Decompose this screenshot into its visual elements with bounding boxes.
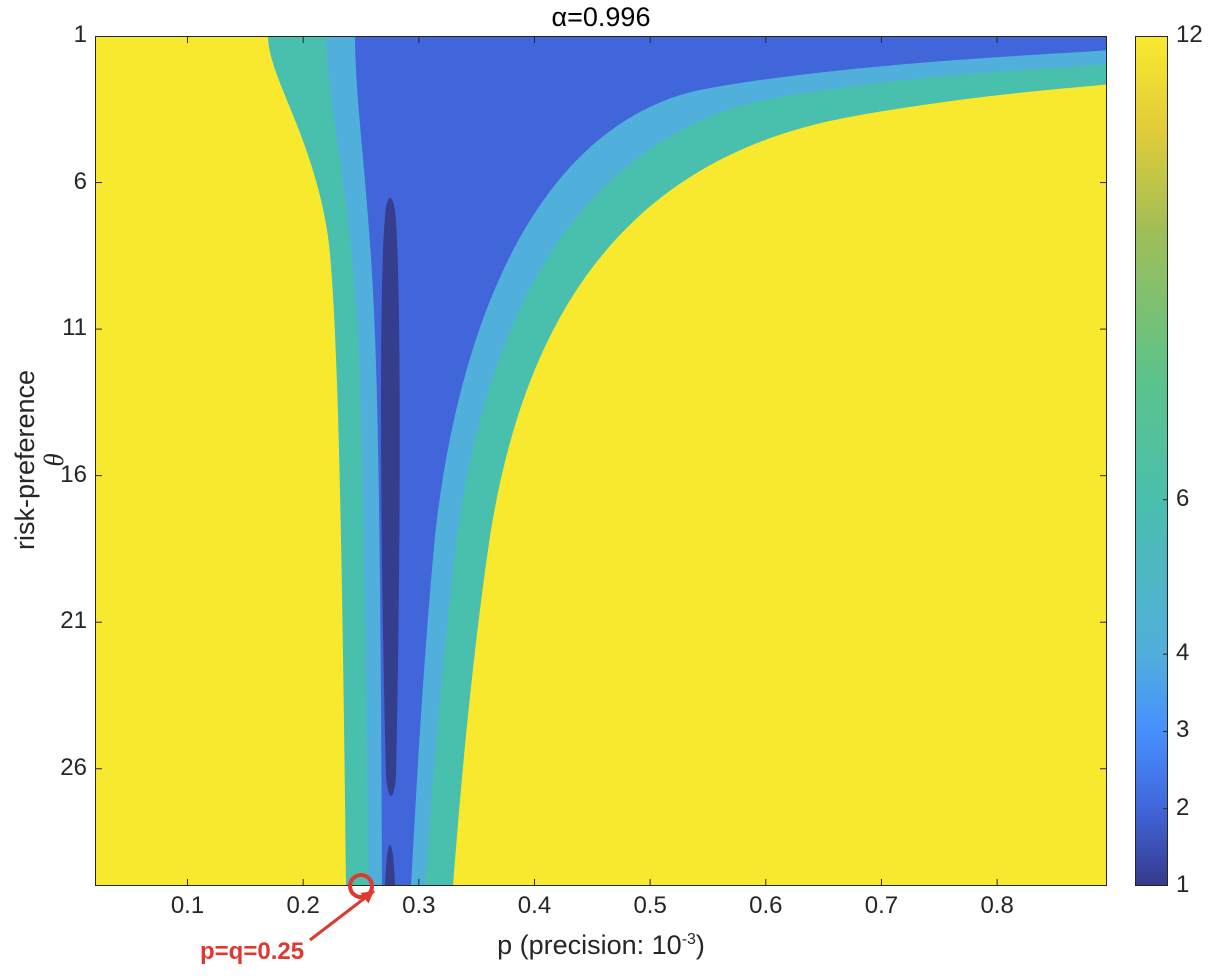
x-axis-label-main: p (precision: 10 (497, 930, 682, 960)
y-tick-label: 21 (60, 607, 87, 635)
x-tick-label: 0.3 (394, 892, 444, 920)
colorbar-gradient (1135, 36, 1168, 886)
colorbar-tick-label: 6 (1176, 485, 1189, 513)
x-tick-label: 0.4 (509, 892, 559, 920)
x-tick-label: 0.5 (625, 892, 675, 920)
x-tick-label: 0.8 (972, 892, 1022, 920)
x-tick-label: 0.7 (856, 892, 906, 920)
colorbar-svg (1135, 36, 1168, 886)
plot-area (95, 36, 1107, 886)
y-tick-label: 1 (74, 21, 87, 49)
x-axis-label-tail: ) (696, 930, 705, 960)
x-tick-label: 0.2 (278, 892, 328, 920)
x-tick-label: 0.6 (741, 892, 791, 920)
x-tick-label: 0.1 (163, 892, 213, 920)
y-axis-label-line1: risk-preference (10, 370, 41, 550)
y-tick-label: 16 (60, 461, 87, 489)
colorbar (1135, 36, 1168, 886)
y-tick-label: 6 (74, 168, 87, 196)
contour-plot (95, 36, 1107, 886)
annotation-circle (348, 873, 374, 899)
figure: α=0.996 risk-preference θ (0, 0, 1208, 978)
x-axis-label-sup: -3 (682, 931, 696, 948)
colorbar-tick-label: 4 (1176, 639, 1189, 667)
colorbar-tick-label: 12 (1176, 21, 1203, 49)
colorbar-tick-label: 3 (1176, 716, 1189, 744)
colorbar-tick-label: 2 (1176, 794, 1189, 822)
plot-title: α=0.996 (95, 2, 1107, 33)
y-tick-label: 11 (62, 314, 87, 342)
annotation-label: p=q=0.25 (200, 938, 304, 966)
y-tick-label: 26 (60, 754, 87, 782)
colorbar-tick-label: 1 (1176, 871, 1189, 899)
